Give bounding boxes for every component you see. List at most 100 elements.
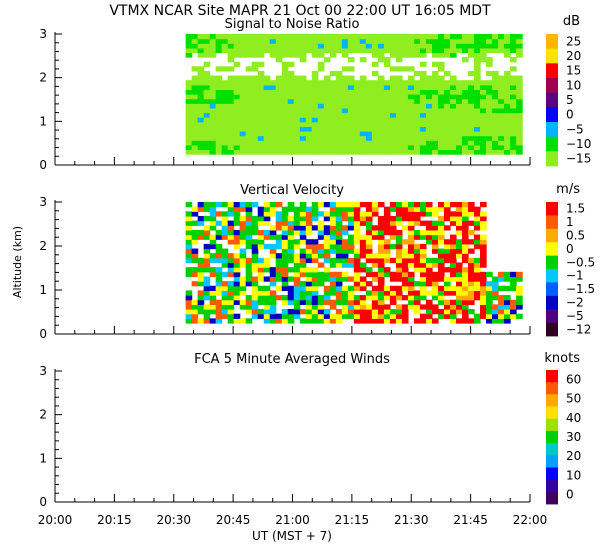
heatmap-cell — [317, 112, 325, 118]
heatmap-cell — [516, 34, 523, 40]
heatmap-cell — [359, 75, 367, 81]
heatmap-cell — [462, 149, 469, 155]
heatmap-cell — [371, 276, 379, 282]
colorbar-swatch — [546, 228, 558, 243]
heatmap-cell — [462, 211, 469, 217]
heatmap-cell — [480, 211, 487, 217]
heatmap-cell — [516, 80, 523, 86]
heatmap-cell — [233, 220, 241, 226]
heatmap-cell — [227, 225, 235, 231]
heatmap-cell — [281, 135, 289, 141]
heatmap-cell — [287, 267, 295, 273]
heatmap-cell — [401, 140, 409, 146]
heatmap-cell — [431, 121, 439, 127]
heatmap-cell — [305, 276, 313, 282]
heatmap-cell — [401, 267, 409, 273]
heatmap-cell — [263, 299, 271, 305]
heatmap-cell — [437, 229, 445, 236]
heatmap-cell — [347, 103, 355, 109]
heatmap-cell — [365, 309, 373, 315]
heatmap-cell — [323, 257, 331, 264]
heatmap-cell — [504, 47, 511, 54]
heatmap-cell — [251, 225, 259, 231]
colorbar-swatch — [546, 78, 558, 94]
heatmap-cell — [377, 234, 385, 240]
heatmap-cell — [341, 215, 349, 222]
heatmap-cell — [359, 47, 367, 54]
heatmap-cell — [353, 149, 361, 155]
heatmap-cell — [185, 239, 193, 245]
heatmap-cell — [185, 94, 193, 100]
heatmap-cell — [239, 117, 247, 123]
heatmap-cell — [449, 107, 457, 114]
heatmap-cell — [486, 271, 493, 278]
heatmap-cell — [486, 149, 493, 155]
heatmap-cell — [455, 211, 463, 217]
heatmap-cell — [443, 290, 451, 296]
heatmap-cell — [431, 234, 439, 240]
heatmap-cell — [197, 43, 205, 49]
heatmap-cell — [347, 75, 355, 81]
heatmap-cell — [413, 318, 421, 324]
heatmap-cell — [419, 43, 427, 49]
heatmap-cell — [293, 89, 301, 95]
heatmap-cell — [480, 309, 487, 315]
heatmap-cell — [299, 126, 307, 132]
heatmap-cell — [431, 290, 439, 296]
heatmap-cell — [353, 202, 361, 208]
heatmap-cell — [371, 61, 379, 67]
heatmap-cell — [221, 290, 229, 296]
heatmap-cell — [251, 257, 259, 264]
heatmap-cell — [365, 239, 373, 245]
heatmap-cell — [516, 135, 523, 141]
heatmap-cell — [486, 103, 493, 109]
heatmap-cell — [413, 80, 421, 86]
heatmap-cell — [275, 126, 283, 132]
heatmap-cell — [263, 318, 271, 324]
heatmap-cell — [383, 43, 391, 49]
heatmap-cell — [245, 239, 253, 245]
heatmap-cell — [281, 309, 289, 315]
heatmap-cell — [335, 144, 343, 151]
heatmap-cell — [498, 126, 505, 132]
heatmap-cell — [329, 103, 337, 109]
heatmap-cell — [359, 144, 367, 151]
heatmap-cell — [305, 34, 313, 40]
heatmap-cell — [191, 107, 199, 114]
heatmap-cell — [227, 220, 235, 226]
heatmap-cell — [395, 253, 403, 259]
heatmap-cell — [413, 215, 421, 222]
heatmap-cell — [245, 112, 253, 118]
heatmap-cell — [462, 299, 469, 305]
heatmap-cell — [299, 234, 307, 240]
heatmap-cell — [293, 206, 301, 212]
heatmap-cell — [498, 112, 505, 118]
heatmap-cell — [437, 117, 445, 123]
heatmap-cell — [353, 271, 361, 278]
heatmap-cell — [293, 107, 301, 114]
heatmap-cell — [425, 304, 433, 310]
heatmap-cell — [377, 285, 385, 292]
heatmap-cell — [305, 309, 313, 315]
heatmap-cell — [407, 47, 415, 54]
colorbar-label: 20 — [566, 449, 581, 463]
colorbar-swatch — [546, 430, 558, 444]
heatmap-cell — [287, 253, 295, 259]
heatmap-cell — [353, 80, 361, 86]
heatmap-cell — [395, 295, 403, 301]
heatmap-cell — [431, 239, 439, 245]
heatmap-cell — [389, 135, 397, 141]
heatmap-cell — [233, 206, 241, 212]
heatmap-cell — [347, 285, 355, 292]
heatmap-cell — [389, 243, 397, 250]
heatmap-cell — [455, 80, 463, 86]
heatmap-cell — [239, 103, 247, 109]
heatmap-cell — [419, 126, 427, 132]
heatmap-cell — [341, 34, 349, 40]
heatmap-cell — [389, 121, 397, 127]
heatmap-cell — [407, 285, 415, 292]
heatmap-cell — [377, 107, 385, 114]
heatmap-cell — [185, 80, 193, 86]
heatmap-cell — [245, 75, 253, 81]
colorbar-swatch — [546, 48, 558, 64]
